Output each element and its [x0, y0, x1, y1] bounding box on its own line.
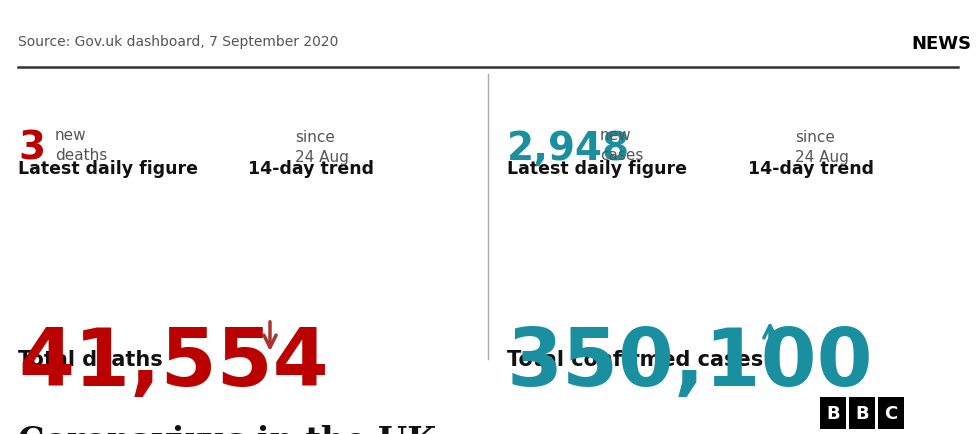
Text: NEWS: NEWS: [911, 35, 971, 53]
Text: Total confirmed cases: Total confirmed cases: [507, 349, 763, 369]
Text: new
cases: new cases: [600, 128, 643, 162]
Text: 14-day trend: 14-day trend: [748, 160, 874, 178]
Text: since
24 Aug: since 24 Aug: [795, 130, 849, 164]
Text: Source: Gov.uk dashboard, 7 September 2020: Source: Gov.uk dashboard, 7 September 20…: [18, 35, 339, 49]
Text: B: B: [855, 404, 869, 422]
Text: Latest daily figure: Latest daily figure: [507, 160, 687, 178]
Text: 2,948: 2,948: [507, 130, 630, 168]
Text: Latest daily figure: Latest daily figure: [18, 160, 198, 178]
Text: 14-day trend: 14-day trend: [248, 160, 374, 178]
Text: 3: 3: [18, 130, 45, 168]
Text: Coronavirus in the UK: Coronavirus in the UK: [18, 424, 436, 434]
Text: B: B: [827, 404, 839, 422]
Text: 41,554: 41,554: [18, 324, 329, 402]
Text: new
deaths: new deaths: [55, 128, 107, 162]
Text: 350,100: 350,100: [507, 324, 874, 402]
Text: C: C: [884, 404, 898, 422]
Text: since
24 Aug: since 24 Aug: [295, 130, 348, 164]
Text: Total deaths: Total deaths: [18, 349, 163, 369]
